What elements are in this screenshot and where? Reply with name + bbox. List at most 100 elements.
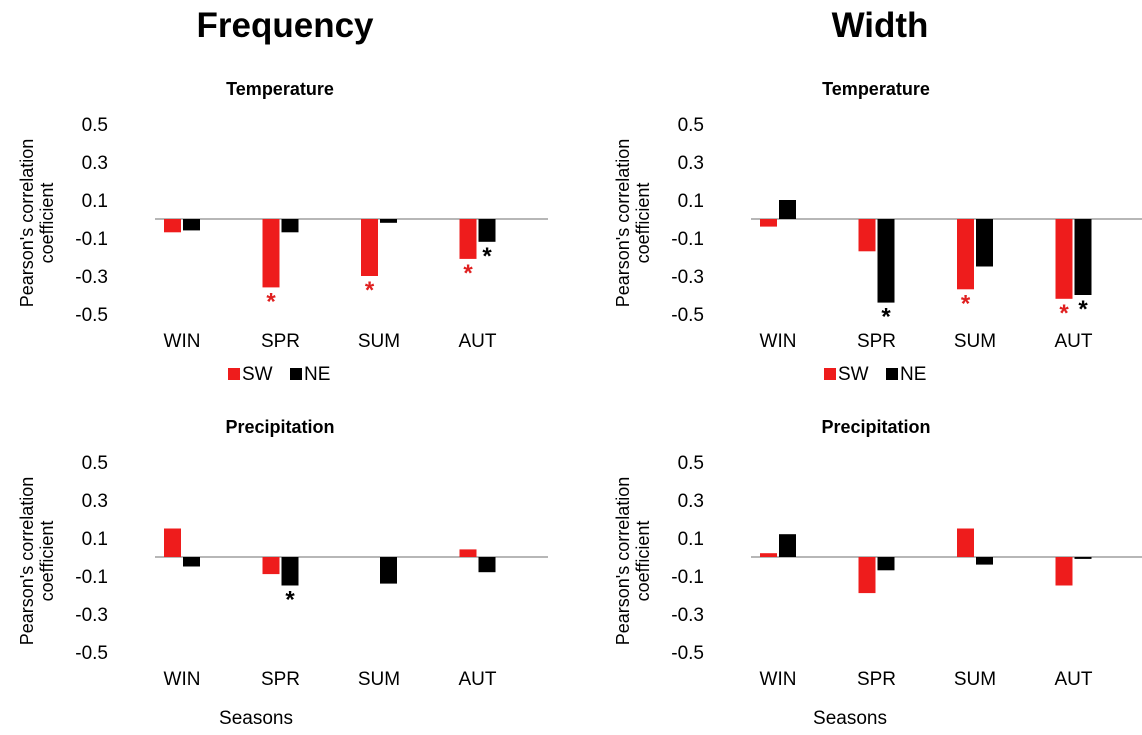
y-axis-label: Pearson's correlationcoefficient	[613, 139, 653, 308]
column-title-frequency: Frequency	[196, 6, 374, 45]
y-tick-label: 0.3	[82, 491, 108, 512]
legend-swatch-sw	[228, 368, 240, 380]
bar-ne-win	[183, 219, 200, 231]
bar-ne-spr	[877, 557, 895, 571]
bar-ne-spr	[877, 219, 895, 303]
significance-star: *	[881, 304, 891, 331]
y-tick-label: -0.3	[75, 267, 108, 288]
bar-sw-win	[760, 553, 777, 557]
y-tick-label: 0.5	[82, 115, 108, 136]
column-title-width: Width	[831, 6, 929, 45]
legend-swatch-ne	[886, 368, 898, 380]
y-tick-label: 0.1	[678, 191, 704, 212]
y-tick-label: -0.3	[75, 605, 108, 626]
bar-ne-spr	[281, 557, 299, 586]
x-axis-title-left: Seasons	[219, 708, 293, 729]
category-label: SPR	[857, 669, 896, 690]
legend-label-ne: NE	[304, 364, 330, 385]
y-axis-label: Pearson's correlationcoefficient	[613, 477, 653, 646]
significance-star: *	[961, 290, 971, 317]
y-axis-label: Pearson's correlationcoefficient	[17, 477, 57, 646]
significance-star: *	[1059, 300, 1069, 327]
chart-frequency-precipitation: Precipitation Pearson's correlationcoeffi…	[17, 417, 548, 690]
bar-ne-sum	[380, 557, 397, 584]
y-tick-label: 0.3	[678, 491, 704, 512]
category-label: SUM	[358, 669, 400, 690]
category-label: SPR	[857, 331, 896, 352]
category-label: AUT	[459, 669, 497, 690]
bar-ne-aut	[1074, 557, 1092, 559]
y-tick-label: 0.5	[82, 453, 108, 474]
y-tick-label: -0.1	[671, 567, 704, 588]
bar-sw-win	[164, 219, 181, 233]
legend-label-sw: SW	[242, 364, 273, 385]
category-label: SPR	[261, 669, 300, 690]
y-tick-label: 0.1	[82, 529, 108, 550]
category-label: AUT	[459, 331, 497, 352]
bar-sw-spr	[262, 557, 280, 575]
significance-star: *	[285, 587, 295, 614]
y-tick-label: -0.5	[75, 305, 108, 326]
bar-sw-sum	[957, 219, 974, 290]
legend-label-sw: SW	[838, 364, 869, 385]
y-tick-label: 0.1	[82, 191, 108, 212]
bar-ne-aut	[478, 557, 496, 573]
bar-ne-aut	[1074, 219, 1092, 295]
chart-title: Temperature	[822, 79, 930, 99]
chart-width-precipitation: Precipitation Pearson's correlationcoeffi…	[613, 417, 1142, 690]
y-tick-label: 0.3	[82, 153, 108, 174]
category-label: WIN	[760, 331, 797, 352]
y-tick-label: 0.5	[678, 453, 704, 474]
category-label: AUT	[1055, 331, 1093, 352]
chart-title: Precipitation	[821, 417, 930, 437]
category-label: SPR	[261, 331, 300, 352]
category-label: WIN	[164, 669, 201, 690]
category-label: WIN	[164, 331, 201, 352]
significance-star: *	[266, 288, 276, 315]
legend-label-ne: NE	[900, 364, 926, 385]
bar-sw-spr	[262, 219, 280, 288]
significance-star: *	[482, 243, 492, 270]
category-label: SUM	[358, 331, 400, 352]
y-tick-label: 0.1	[678, 529, 704, 550]
bar-sw-win	[760, 219, 777, 227]
chart-frequency-temperature: Temperature Pearson's correlationcoeffici…	[17, 79, 548, 385]
bar-sw-spr	[858, 557, 876, 594]
bar-sw-sum	[361, 219, 378, 276]
legend-swatch-sw	[824, 368, 836, 380]
bar-sw-aut	[459, 549, 477, 557]
bar-ne-win	[183, 557, 200, 567]
y-tick-label: -0.5	[671, 643, 704, 664]
significance-star: *	[1078, 296, 1088, 323]
chart-title: Temperature	[226, 79, 334, 99]
bar-sw-sum	[957, 528, 974, 557]
bar-sw-spr	[858, 219, 876, 252]
bar-sw-win	[164, 528, 181, 557]
y-tick-label: -0.5	[671, 305, 704, 326]
bar-ne-win	[779, 200, 796, 219]
bar-ne-spr	[281, 219, 299, 233]
significance-star: *	[463, 260, 473, 287]
bar-ne-win	[779, 534, 796, 557]
bar-ne-sum	[380, 219, 397, 223]
category-label: SUM	[954, 331, 996, 352]
y-tick-label: -0.3	[671, 605, 704, 626]
chart-title: Precipitation	[225, 417, 334, 437]
bar-ne-sum	[976, 219, 993, 267]
chart-width-temperature: Temperature Pearson's correlationcoeffici…	[613, 79, 1142, 385]
significance-star: *	[365, 277, 375, 304]
y-tick-label: -0.3	[671, 267, 704, 288]
bar-sw-aut	[1055, 219, 1073, 299]
bar-ne-sum	[976, 557, 993, 565]
bar-sw-aut	[459, 219, 477, 259]
y-tick-label: 0.3	[678, 153, 704, 174]
y-tick-label: -0.1	[75, 567, 108, 588]
category-label: AUT	[1055, 669, 1093, 690]
x-axis-title-right: Seasons	[813, 708, 887, 729]
category-label: SUM	[954, 669, 996, 690]
legend-swatch-ne	[290, 368, 302, 380]
y-tick-label: -0.5	[75, 643, 108, 664]
y-tick-label: -0.1	[671, 229, 704, 250]
y-tick-label: 0.5	[678, 115, 704, 136]
y-tick-label: -0.1	[75, 229, 108, 250]
